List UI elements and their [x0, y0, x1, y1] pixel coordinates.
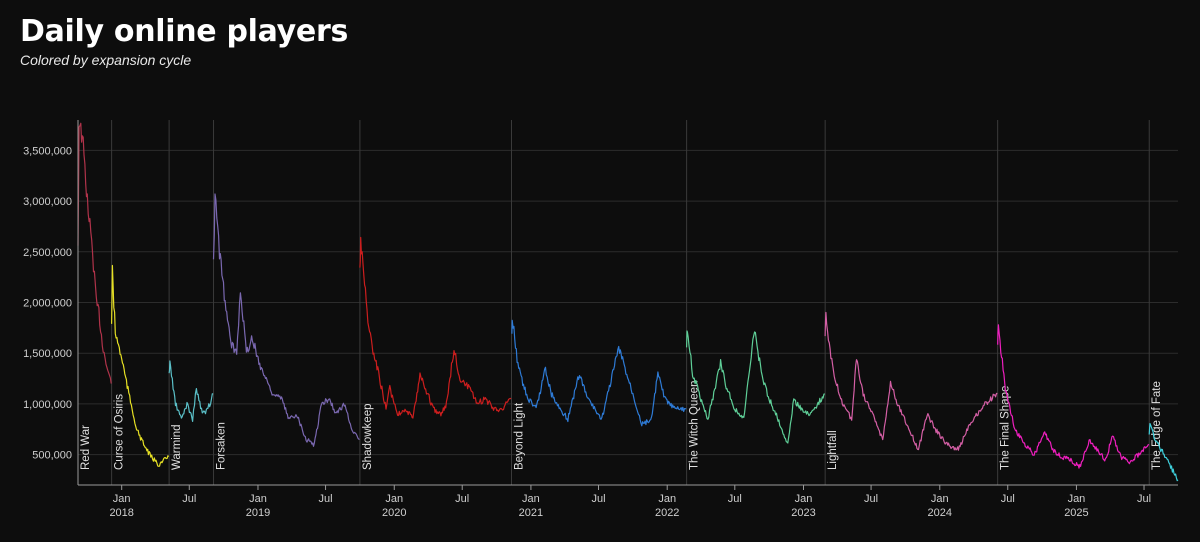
- series-line: [77, 122, 112, 384]
- x-tick-label: Jan: [385, 493, 403, 505]
- expansion-label: The Edge of Fate: [1151, 381, 1163, 470]
- y-tick-label: 1,000,000: [23, 399, 72, 411]
- x-tick-label: Jul: [319, 493, 333, 505]
- x-tick-year-label: 2019: [246, 507, 270, 519]
- expansion-label: The Final Shape: [1000, 386, 1012, 470]
- x-tick-year-label: 2018: [109, 507, 133, 519]
- expansion-label: Shadowkeep: [362, 404, 374, 471]
- y-tick-label: 500,000: [32, 450, 72, 462]
- series-line: [359, 236, 512, 419]
- x-tick-label: Jul: [728, 493, 742, 505]
- x-tick-year-label: 2022: [655, 507, 679, 519]
- axes: 500,000 1,000,000 1,500,000 2,000,000 2,500,…: [23, 120, 1178, 519]
- x-tick-label: Jan: [249, 493, 267, 505]
- x-tick-label: Jul: [864, 493, 878, 505]
- x-tick-label: Jul: [182, 493, 196, 505]
- x-tick-year-label: 2023: [791, 507, 815, 519]
- x-tick-year-label: 2025: [1064, 507, 1088, 519]
- x-tick-year-label: 2021: [519, 507, 543, 519]
- expansion-label: The Witch Queen: [689, 381, 701, 470]
- x-tick-label: Jan: [113, 493, 131, 505]
- chart-subtitle: Colored by expansion cycle: [20, 52, 192, 68]
- x-tick-label: Jan: [795, 493, 813, 505]
- series-line: [686, 330, 826, 444]
- chart-title: Daily online players: [20, 14, 349, 49]
- x-tick-label: Jul: [455, 493, 469, 505]
- x-tick-label: Jan: [522, 493, 540, 505]
- expansion-label: Lightfall: [827, 430, 839, 470]
- y-tick-label: 1,500,000: [23, 348, 72, 360]
- grid-lines: [78, 149, 1178, 456]
- x-tick-label: Jan: [658, 493, 676, 505]
- expansion-label: Warmind: [171, 424, 183, 470]
- x-tick-label: Jul: [591, 493, 605, 505]
- y-tick-label: 2,000,000: [23, 298, 72, 310]
- y-tick-label: 2,500,000: [23, 247, 72, 259]
- series-lines: [77, 122, 1179, 482]
- series-line: [1148, 423, 1179, 482]
- x-tick-label: Jan: [1068, 493, 1086, 505]
- x-tick-label: Jan: [931, 493, 949, 505]
- series-line: [168, 360, 214, 422]
- expansion-label: Forsaken: [216, 422, 228, 470]
- expansion-label: Red War: [80, 425, 92, 470]
- y-tick-label: 3,000,000: [23, 196, 72, 208]
- series-line: [511, 319, 687, 427]
- series-line: [111, 264, 170, 467]
- series-line: [997, 324, 1150, 469]
- series-line: [824, 311, 998, 451]
- x-tick-year-label: 2024: [928, 507, 952, 519]
- y-tick-label: 3,500,000: [23, 145, 72, 157]
- x-tick-year-label: 2020: [382, 507, 406, 519]
- expansion-label: Beyond Light: [514, 402, 526, 470]
- x-tick-label: Jul: [1001, 493, 1015, 505]
- expansion-label: Curse of Osiris: [114, 394, 126, 470]
- x-tick-label: Jul: [1137, 493, 1151, 505]
- series-line: [212, 193, 360, 447]
